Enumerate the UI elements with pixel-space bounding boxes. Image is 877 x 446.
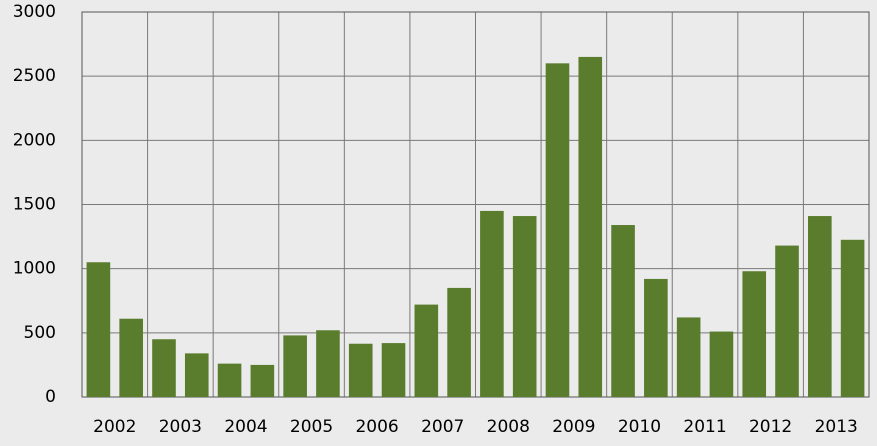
- bar: [283, 335, 307, 397]
- bar: [742, 271, 767, 397]
- bar: [808, 216, 832, 397]
- bar: [184, 353, 209, 397]
- bar: [480, 210, 504, 397]
- bar: [676, 317, 701, 397]
- y-tick-label: 500: [24, 323, 56, 343]
- y-tick-label: 1000: [13, 259, 56, 279]
- bar: [447, 287, 471, 397]
- bar: [545, 63, 570, 397]
- x-tick-label: 2007: [421, 417, 464, 437]
- y-tick-label: 2000: [13, 130, 56, 150]
- bar: [86, 262, 111, 397]
- bar: [316, 330, 340, 397]
- plot-border: [81, 11, 870, 398]
- y-tick-label: 0: [45, 387, 56, 407]
- x-tick-label: 2005: [290, 417, 333, 437]
- bar: [348, 343, 373, 397]
- x-tick-label: 2011: [683, 417, 726, 437]
- bar: [250, 364, 275, 397]
- bar: [775, 245, 799, 397]
- x-tick-label: 2006: [355, 417, 398, 437]
- bar: [152, 339, 176, 397]
- bar: [217, 363, 242, 397]
- x-tick-label: 2004: [224, 417, 267, 437]
- x-tick-label: 2008: [487, 417, 530, 437]
- bar: [840, 239, 865, 397]
- bar: [709, 331, 734, 397]
- x-tick-label: 2002: [93, 417, 136, 437]
- bar: [644, 278, 668, 397]
- bar: [512, 216, 537, 397]
- x-tick-label: 2013: [815, 417, 858, 437]
- x-tick-label: 2010: [618, 417, 661, 437]
- x-tick-label: 2003: [159, 417, 202, 437]
- bar: [119, 318, 143, 397]
- bar: [414, 304, 439, 397]
- y-tick-label: 3000: [13, 2, 56, 22]
- y-tick-label: 2500: [13, 66, 56, 86]
- y-tick-label: 1500: [13, 195, 56, 215]
- x-tick-label: 2009: [552, 417, 595, 437]
- bar: [381, 343, 406, 397]
- x-tick-label: 2012: [749, 417, 792, 437]
- bar: [611, 225, 635, 397]
- bar: [578, 56, 603, 398]
